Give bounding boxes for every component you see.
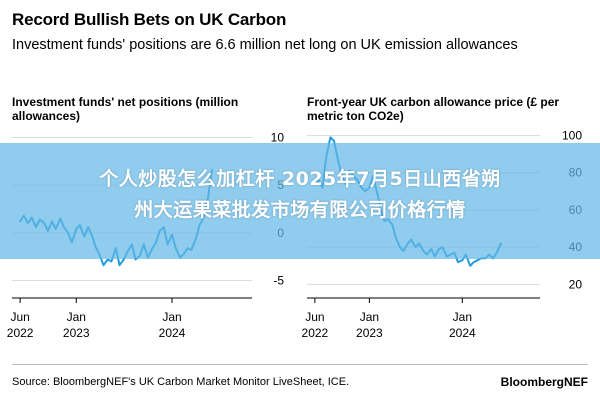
left-y-tick-label: 10 [271,131,285,145]
left-x-tick-label: 2023 [63,326,90,340]
right-panel-title: Front-year UK carbon allowance price (£ … [307,95,560,123]
overlay-banner-line-1: 个人炒股怎么加杠杆 2025年7月5日山西省朔 [99,168,501,190]
right-x-tick-label: 2024 [449,326,476,340]
right-x-tick-label: 2022 [302,326,329,340]
left-x-tick-label: Jun [10,310,29,324]
overlay-banner-line-2: 州大运果菜批发市场有限公司价格行情 [134,199,466,221]
left-x-tick-label: 2024 [159,326,186,340]
left-x-tick-label: Jan [67,310,86,324]
right-y-tick-label: 100 [562,128,582,142]
left-panel-title: Investment funds' net positions (million… [12,95,239,123]
chart-subtitle: Investment funds' positions are 6.6 mill… [12,37,518,53]
right-x-tick-label: Jan [360,310,379,324]
chart-title: Record Bullish Bets on UK Carbon [12,10,287,29]
footer-divider [12,364,588,365]
brand-logo: BloombergNEF [500,375,588,389]
left-x-tick-label: 2022 [7,326,34,340]
overlay-banner [0,143,600,259]
left-x-tick-label: Jan [162,310,181,324]
right-x-tick-label: Jun [305,310,324,324]
right-y-tick-label: 20 [569,277,583,291]
source-note: Source: BloombergNEF's UK Carbon Market … [12,376,350,388]
right-x-tick-label: Jan [453,310,472,324]
left-y-tick-label: -5 [273,273,284,287]
right-x-tick-label: 2023 [356,326,383,340]
overlay-banner-text: 个人炒股怎么加杠杆 2025年7月5日山西省朔 州大运果菜批发市场有限公司价格行… [0,164,600,226]
